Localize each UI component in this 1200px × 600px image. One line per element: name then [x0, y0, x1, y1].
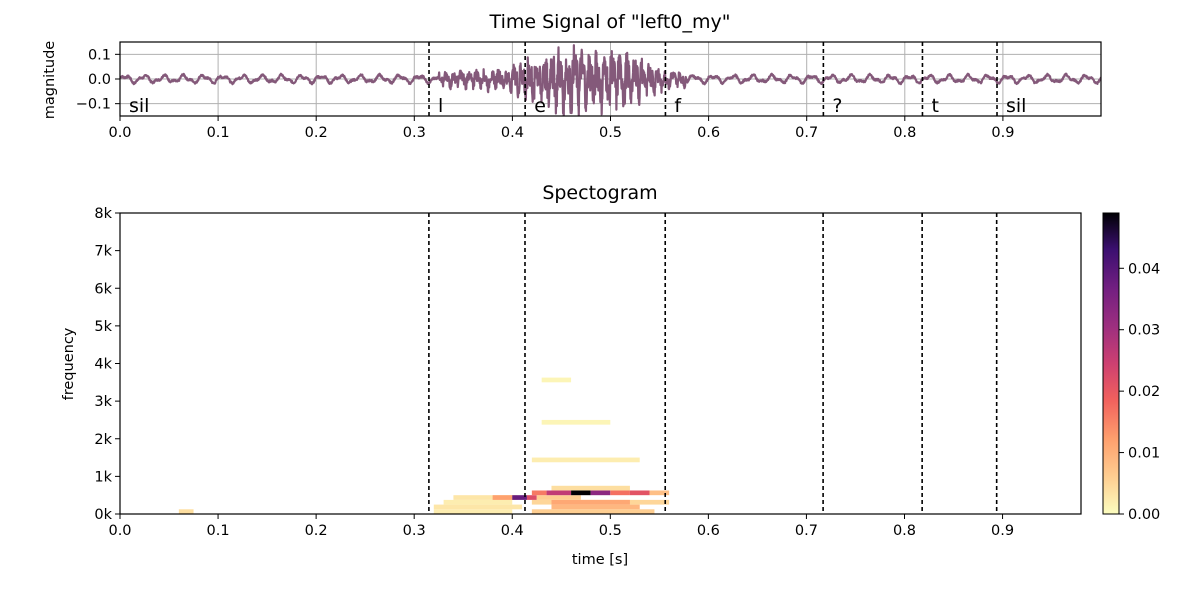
colorbar-tick-label: 0.00 — [1128, 507, 1160, 523]
y-tick-label: 7k — [94, 244, 112, 260]
x-tick-label: 0.1 — [207, 523, 230, 539]
time-signal-panel: Time Signal of "left0_my" sil l e f? t sil 0.… — [42, 11, 1102, 141]
phoneme-label: e — [534, 95, 546, 117]
y-tick-label: 0.0 — [88, 72, 111, 88]
spectrogram-cell — [610, 490, 630, 496]
x-tick-label: 0.4 — [501, 523, 524, 539]
spectrogram-cell — [492, 495, 513, 500]
x-tick-label: 0.9 — [991, 523, 1014, 539]
spectrogram-cell — [443, 499, 513, 505]
y-tick-label: 0.1 — [88, 47, 111, 63]
y-tick-label: 2k — [94, 432, 112, 448]
x-tick-label: 0.9 — [991, 125, 1014, 141]
spectrogram-cell — [178, 509, 194, 514]
spectrogram-cell — [526, 495, 537, 500]
colorbar-gradient — [1102, 212, 1120, 515]
phoneme-labels: sil l e f? t sil — [129, 95, 1026, 117]
x-tick-label: 0.2 — [305, 125, 328, 141]
x-tick-label: 0.5 — [599, 125, 622, 141]
x-tick-label: 0.4 — [501, 125, 524, 141]
spectrogram-cell — [433, 509, 513, 514]
colorbar-ticks: 0.00 0.01 0.02 0.03 0.04 — [1119, 261, 1160, 523]
phoneme-label: t — [932, 95, 939, 117]
x-tick-label: 0.6 — [697, 125, 720, 141]
x-tick-label: 0.3 — [403, 523, 426, 539]
y-tick-label: 5k — [94, 319, 112, 335]
x-tick-label: 0.6 — [697, 523, 720, 539]
waveform-line — [120, 44, 1101, 116]
spectrogram-cell — [551, 485, 630, 491]
phoneme-label: l — [438, 95, 443, 117]
spectrogram-boundaries — [428, 213, 998, 514]
spectrogram-cell — [541, 419, 611, 425]
colorbar-tick-label: 0.02 — [1128, 384, 1160, 400]
spectrogram-cell — [531, 509, 655, 514]
x-tick-label: 0.5 — [599, 523, 622, 539]
spectrogram-cell — [541, 377, 572, 383]
y-tick-label: 3k — [94, 394, 112, 410]
spectrogram-ylabel: frequency — [61, 327, 77, 400]
x-tick-label: 0.1 — [207, 125, 230, 141]
spectrogram-cell — [531, 490, 547, 496]
colorbar-tick-label: 0.04 — [1128, 261, 1160, 277]
x-tick-label: 0.2 — [305, 523, 328, 539]
spectrogram-cell — [531, 457, 640, 463]
y-tick-label: 8k — [94, 206, 112, 222]
time-signal-y-ticks: 0.1 0.0 −0.1 — [76, 47, 120, 113]
time-signal-title: Time Signal of "left0_my" — [489, 11, 731, 33]
phoneme-label: f — [674, 95, 682, 117]
time-signal-ylabel: magnitude — [42, 41, 58, 120]
spectrogram-cell — [551, 504, 640, 510]
time-signal-boundaries — [428, 42, 998, 116]
x-tick-label: 0.0 — [108, 523, 131, 539]
phoneme-label: ? — [832, 95, 842, 117]
spectrogram-cell — [551, 499, 630, 505]
x-tick-label: 0.8 — [893, 523, 916, 539]
colorbar: 0.00 0.01 0.02 0.03 0.04 — [1102, 212, 1160, 523]
colorbar-tick-label: 0.01 — [1128, 446, 1160, 462]
spectrogram-cell — [590, 490, 611, 496]
x-tick-label: 0.8 — [893, 125, 916, 141]
spectrogram-cell — [453, 495, 518, 500]
phoneme-label: sil — [1006, 95, 1026, 117]
spectrogram-cell — [649, 490, 670, 496]
spectrogram-panel: Spectogram 0.0 0.1 0.2 0.3 0.4 0.5 0.6 0.7 0.8 0.… — [61, 182, 1082, 568]
spectrogram-x-ticks: 0.0 0.1 0.2 0.3 0.4 0.5 0.6 0.7 0.8 0.9 — [108, 514, 1014, 539]
spectrogram-y-ticks: 0k 1k 2k 3k 4k 5k 6k 7k 8k — [94, 206, 120, 523]
spectrogram-xlabel: time [s] — [572, 552, 628, 568]
spectrogram-cell — [433, 504, 523, 510]
y-tick-label: 0k — [94, 507, 112, 523]
y-tick-label: 4k — [94, 357, 112, 373]
y-tick-label: −0.1 — [76, 97, 111, 113]
colorbar-tick-label: 0.03 — [1128, 323, 1160, 339]
y-tick-label: 6k — [94, 281, 112, 297]
x-tick-label: 0.7 — [795, 125, 818, 141]
spectrogram-cell — [571, 490, 591, 496]
spectrogram-cells — [178, 377, 670, 514]
x-tick-label: 0.0 — [108, 125, 131, 141]
spectrogram-cell — [512, 495, 527, 500]
spectrogram-cell — [629, 490, 650, 496]
spectrogram-title: Spectogram — [542, 182, 657, 204]
x-tick-label: 0.3 — [403, 125, 426, 141]
time-signal-x-ticks: 0.0 0.1 0.2 0.3 0.4 0.5 0.6 0.7 0.8 0.9 — [108, 116, 1014, 141]
x-tick-label: 0.7 — [795, 523, 818, 539]
phoneme-label: sil — [129, 95, 149, 117]
spectrogram-cell — [536, 495, 581, 500]
spectrogram-cell — [546, 490, 572, 496]
y-tick-label: 1k — [94, 469, 112, 485]
